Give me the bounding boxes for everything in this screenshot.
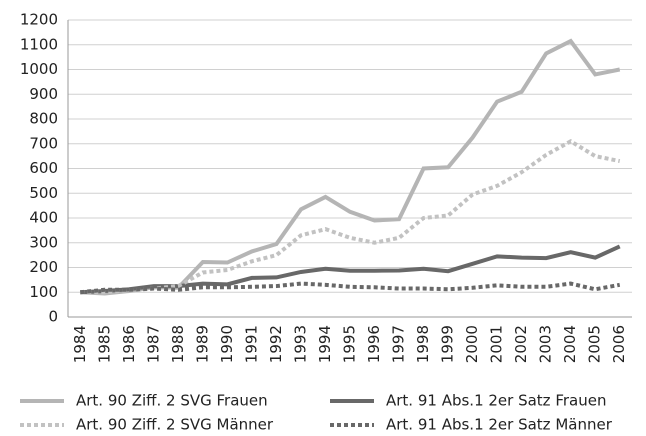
x-tick-label: 2000 bbox=[463, 325, 481, 363]
x-tick-label: 1985 bbox=[95, 325, 113, 363]
x-tick-label: 1994 bbox=[316, 325, 334, 363]
series-line bbox=[80, 38, 621, 296]
y-tick-label: 200 bbox=[29, 258, 58, 276]
x-tick-label: 1987 bbox=[144, 325, 162, 363]
x-tick-label: 1998 bbox=[414, 325, 432, 363]
y-tick-label: 1000 bbox=[20, 60, 58, 78]
x-tick-label: 1996 bbox=[365, 325, 383, 363]
y-tick-label: 0 bbox=[48, 308, 58, 326]
x-tick-label: 1993 bbox=[291, 325, 309, 363]
y-tick-label: 900 bbox=[29, 85, 58, 103]
x-tick-label: 1992 bbox=[267, 325, 285, 363]
x-tick-label: 1990 bbox=[218, 325, 236, 363]
y-tick-label: 700 bbox=[29, 134, 58, 152]
y-tick-label: 600 bbox=[29, 159, 58, 177]
y-tick-label: 800 bbox=[29, 110, 58, 128]
x-tick-label: 1984 bbox=[71, 325, 89, 363]
x-tick-label: 2003 bbox=[537, 325, 555, 363]
x-tick-label: 1995 bbox=[341, 325, 359, 363]
legend-label: Art. 91 Abs.1 2er Satz Frauen bbox=[386, 392, 606, 410]
series-line bbox=[80, 281, 621, 295]
x-tick-label: 2002 bbox=[512, 325, 530, 363]
x-tick-label: 1991 bbox=[242, 325, 260, 363]
x-tick-label: 1986 bbox=[120, 325, 138, 363]
x-tick-label: 2004 bbox=[561, 325, 579, 363]
x-tick-label: 1999 bbox=[439, 325, 457, 363]
series-line bbox=[80, 244, 621, 295]
x-tick-label: 1988 bbox=[169, 325, 187, 363]
legend-label: Art. 90 Ziff. 2 SVG Frauen bbox=[76, 392, 268, 410]
x-tick-label: 1989 bbox=[193, 325, 211, 363]
y-tick-label: 100 bbox=[29, 283, 58, 301]
x-tick-label: 2006 bbox=[610, 325, 628, 363]
y-tick-label: 1100 bbox=[20, 35, 58, 53]
legend-label: Art. 90 Ziff. 2 SVG Männer bbox=[76, 416, 274, 434]
x-tick-label: 1997 bbox=[390, 325, 408, 363]
y-tick-label: 500 bbox=[29, 184, 58, 202]
y-tick-label: 400 bbox=[29, 209, 58, 227]
legend-label: Art. 91 Abs.1 2er Satz Männer bbox=[386, 416, 613, 434]
x-tick-label: 2005 bbox=[586, 325, 604, 363]
y-tick-label: 1200 bbox=[20, 11, 58, 29]
y-tick-label: 300 bbox=[29, 233, 58, 251]
x-tick-label: 2001 bbox=[488, 325, 506, 363]
